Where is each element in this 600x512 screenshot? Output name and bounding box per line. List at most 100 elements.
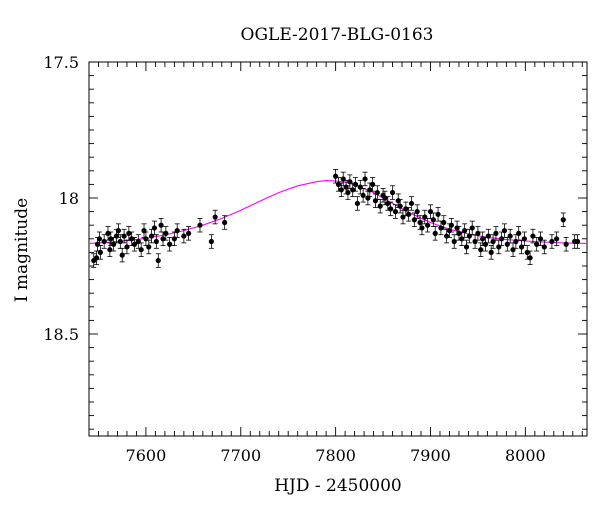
y-tick-label: 17.5 [43,53,79,72]
data-point [560,217,566,223]
data-point [340,176,346,182]
data-point [222,219,228,226]
data-point [370,181,376,187]
data-point [111,241,117,247]
y-axis-title: I magnitude [12,198,32,302]
data-point [208,238,214,245]
x-tick-labels: 7600 7700 7800 7900 8000 [126,446,546,465]
data-point [374,189,380,196]
data-point [174,228,180,234]
data-point [362,176,368,182]
data-point [469,225,475,231]
data-point [541,244,547,250]
data-point [149,233,155,239]
data-point [146,244,152,250]
data-point [385,200,391,207]
data-point [105,230,111,236]
data-point [462,228,468,234]
data-point [108,236,114,242]
x-tick-label: 7900 [410,446,451,465]
data-point [212,214,218,220]
data-point [563,241,569,247]
data-point [510,247,516,253]
data-point [438,225,444,231]
data-point [554,236,560,242]
data-point [432,230,438,236]
data-point [425,222,431,228]
data-point [97,249,103,255]
data-point [435,211,441,217]
data-point [350,187,356,193]
data-point [181,233,187,239]
data-point [377,203,383,209]
data-point [499,236,505,242]
data-point [488,249,494,255]
data-point [129,236,135,242]
data-point [441,219,447,226]
data-point [408,200,415,207]
data-point [516,230,522,236]
data-point [101,238,107,245]
data-point [135,238,141,245]
data-point [338,187,344,193]
data-point [507,233,513,239]
data-point [524,249,530,255]
data-point [485,233,491,239]
data-point [158,222,164,228]
data-point [121,233,127,239]
data-point [333,173,339,179]
data-point [155,257,161,264]
data-point [478,247,484,253]
minor-ticks [89,61,587,436]
data-point [117,238,123,245]
data-point [480,236,486,242]
plot-frame [88,61,588,437]
data-point [411,217,417,223]
data-point [463,244,470,250]
y-tick-label: 18.5 [43,325,79,344]
data-point [138,247,144,253]
data-point [527,255,533,261]
x-tick-label: 7800 [315,446,356,465]
data-point [360,192,366,198]
data-point [115,228,122,234]
data-point [197,222,203,228]
data-point [171,236,177,242]
data-point [521,236,527,242]
data-point [392,209,398,215]
data-point [574,238,581,245]
data-point [382,195,388,201]
data-point [153,238,159,245]
data-point [451,238,457,245]
data-point [430,217,436,223]
data-point [530,233,536,239]
data-point [335,181,342,187]
data-point [466,233,472,239]
data-point [163,230,169,236]
data-point [347,179,353,185]
data-point [186,230,192,236]
data-point [456,230,462,236]
data-point [124,244,130,250]
x-tick-label: 7600 [126,446,167,465]
data-point [537,236,544,242]
data-point [107,247,113,253]
data-point [496,244,502,250]
data-point [167,241,173,247]
data-point [119,252,125,258]
data-point [549,238,555,245]
data-point [444,233,450,239]
data-point [367,187,373,193]
data-point [427,209,434,215]
data-point [501,228,508,234]
data-point [513,238,519,245]
data-point [422,214,428,220]
data-point [397,203,403,209]
data-point [475,230,481,236]
data-point [534,241,540,247]
data-point [406,211,412,217]
data-point [448,222,454,228]
data-point [93,255,100,261]
data-point [345,189,351,196]
